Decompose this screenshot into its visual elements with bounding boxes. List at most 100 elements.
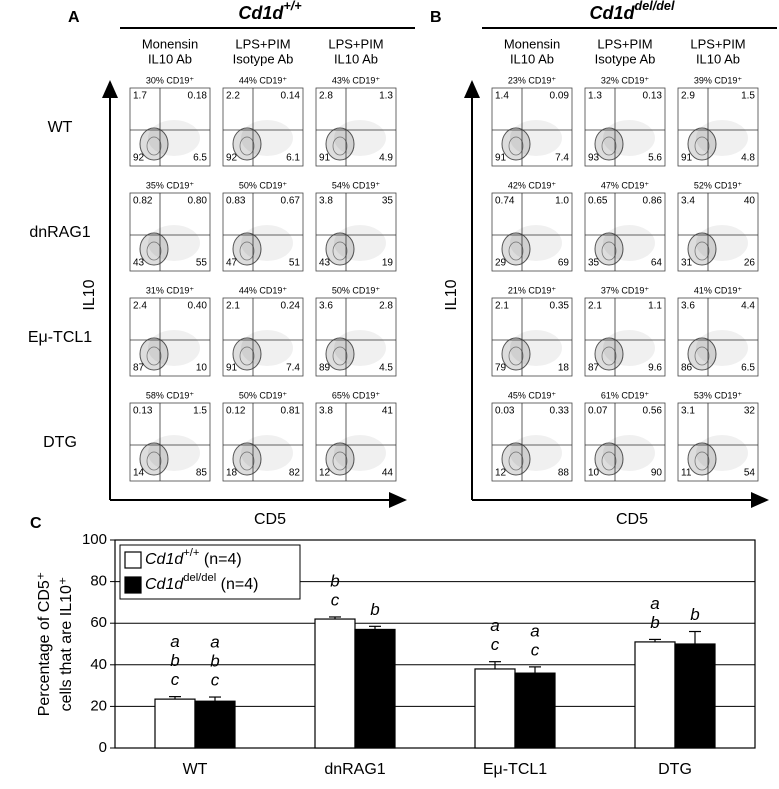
population [146, 136, 162, 156]
quadrant-value: 44 [382, 468, 394, 479]
quadrant-value: 12 [495, 468, 507, 479]
quadrant-value: 87 [588, 363, 600, 374]
legend-label-suffix: (n=4) [199, 551, 241, 568]
bar [514, 672, 556, 749]
quadrant-value: 0.81 [281, 406, 301, 417]
bar [674, 643, 716, 749]
quadrant-value: 6.5 [193, 153, 207, 164]
quadrant-value: 31 [681, 258, 693, 269]
quadrant-value: 3.8 [319, 406, 333, 417]
quadrant-value: 14 [133, 468, 145, 479]
scatter-cloud [510, 435, 562, 471]
column-header: IL10 Ab [510, 51, 554, 66]
scatter-cloud [334, 435, 386, 471]
significance-letter: c [171, 670, 180, 689]
population [239, 241, 255, 261]
quadrant-value: 2.1 [588, 301, 602, 312]
scatter-cloud [696, 120, 748, 156]
plot-header: 35% CD19⁺ [146, 180, 195, 190]
scatter-cloud [696, 435, 748, 471]
quadrant-value: 1.7 [133, 91, 147, 102]
x-tick-label: DTG [658, 761, 692, 778]
population [694, 136, 710, 156]
quadrant-value: 4.9 [379, 153, 393, 164]
column-header: LPS+PIM [328, 36, 383, 51]
quadrant-value: 2.8 [379, 301, 393, 312]
plot-header: 61% CD19⁺ [601, 390, 650, 400]
quadrant-value: 0.07 [588, 406, 608, 417]
legend-swatch [124, 551, 142, 569]
row-label: WT [48, 119, 73, 136]
scatter-cloud [603, 120, 655, 156]
quadrant-value: 0.18 [188, 91, 208, 102]
quadrant-value: 55 [196, 258, 208, 269]
quadrant-value: 12 [319, 468, 331, 479]
y-tick-label: 0 [99, 739, 107, 756]
bar [314, 618, 356, 749]
plot-header: 53% CD19⁺ [694, 390, 743, 400]
plot-header: 32% CD19⁺ [601, 75, 650, 85]
scatter-cloud [603, 225, 655, 261]
population [325, 232, 355, 266]
quadrant-value: 1.5 [193, 406, 207, 417]
scatter-cloud [696, 225, 748, 261]
scatter-cloud [148, 330, 200, 366]
quadrant-value: 7.4 [555, 153, 569, 164]
scatter-cloud [603, 330, 655, 366]
population [601, 136, 617, 156]
quadrant-value: 0.24 [281, 301, 301, 312]
panel-title-sup: +/+ [283, 0, 302, 13]
column-header: LPS+PIM [597, 36, 652, 51]
quadrant-value: 51 [289, 258, 301, 269]
significance-letter: a [170, 632, 179, 651]
quadrant-value: 82 [289, 468, 301, 479]
plot-header: 31% CD19⁺ [146, 285, 195, 295]
panel-title-sup: del/del [635, 0, 675, 13]
significance-letter: c [531, 640, 540, 659]
population [501, 232, 531, 266]
quadrant-value: 91 [226, 363, 238, 374]
quadrant-value: 2.2 [226, 91, 240, 102]
column-header: LPS+PIM [235, 36, 290, 51]
population [687, 337, 717, 371]
bar [634, 641, 676, 749]
scatter-cloud [696, 330, 748, 366]
plot-header: 37% CD19⁺ [601, 285, 650, 295]
x-tick-label: dnRAG1 [324, 761, 385, 778]
quadrant-value: 86 [681, 363, 693, 374]
panel-title-base: Cd1d [590, 3, 636, 23]
quadrant-value: 69 [558, 258, 570, 269]
significance-letter: c [331, 590, 340, 609]
population [594, 337, 624, 371]
population [239, 346, 255, 366]
quadrant-value: 91 [681, 153, 693, 164]
quadrant-value: 43 [319, 258, 331, 269]
quadrant-value: 1.3 [588, 91, 602, 102]
plot-header: 23% CD19⁺ [508, 75, 557, 85]
quadrant-value: 0.14 [281, 91, 301, 102]
quadrant-value: 0.40 [188, 301, 208, 312]
x-axis-label: CD5 [254, 511, 286, 528]
x-tick-label: Eμ-TCL1 [483, 761, 547, 778]
plot-frame [114, 539, 756, 749]
legend-label-base: Cd1d [145, 576, 184, 593]
population [325, 127, 355, 161]
quadrant-value: 4.5 [379, 363, 393, 374]
population [232, 442, 262, 476]
quadrant-value: 1.0 [555, 196, 569, 207]
population [601, 451, 617, 471]
quadrant-value: 88 [558, 468, 570, 479]
quadrant-value: 5.6 [648, 153, 662, 164]
scatter-cloud [148, 435, 200, 471]
quadrant-value: 26 [744, 258, 756, 269]
plot-header: 41% CD19⁺ [694, 285, 743, 295]
quadrant-value: 79 [495, 363, 507, 374]
quadrant-value: 0.67 [281, 196, 301, 207]
quadrant-value: 0.09 [550, 91, 570, 102]
quadrant-value: 0.13 [643, 91, 663, 102]
population [694, 241, 710, 261]
x-axis-label: CD5 [616, 511, 648, 528]
population [501, 337, 531, 371]
scatter-cloud [334, 330, 386, 366]
quadrant-value: 41 [382, 406, 394, 417]
